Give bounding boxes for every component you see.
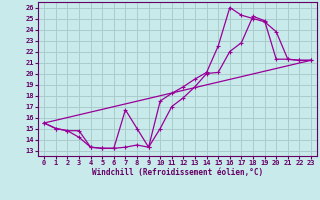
X-axis label: Windchill (Refroidissement éolien,°C): Windchill (Refroidissement éolien,°C) xyxy=(92,168,263,177)
